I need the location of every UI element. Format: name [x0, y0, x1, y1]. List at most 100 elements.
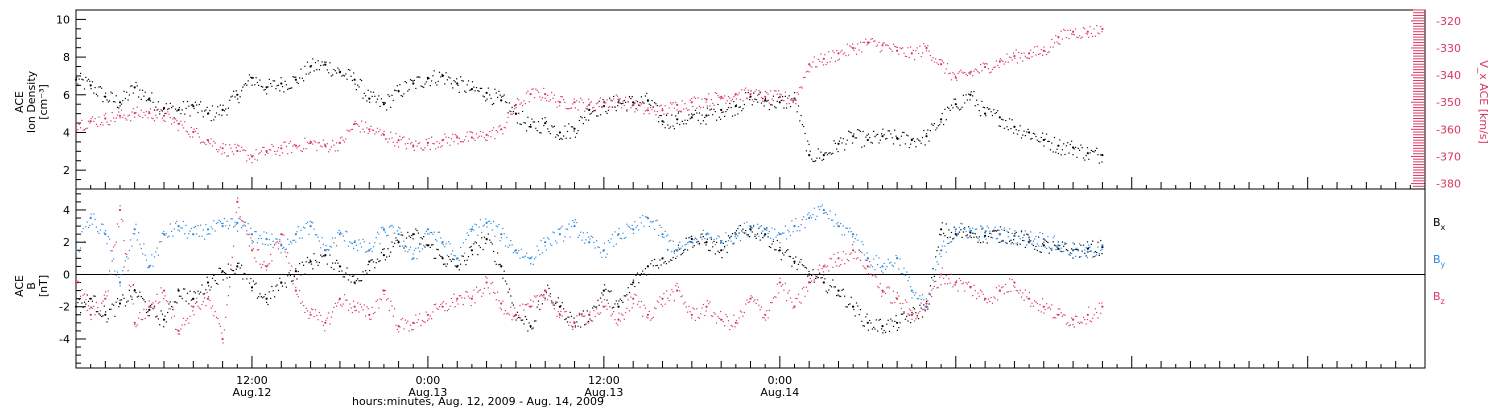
scatter-dot [767, 317, 769, 319]
scatter-dot [515, 314, 517, 316]
scatter-dot [1075, 146, 1077, 148]
scatter-dot [271, 260, 273, 262]
scatter-dot [727, 320, 730, 322]
scatter-dot [361, 79, 363, 82]
scatter-dot [239, 150, 241, 152]
scatter-dot [948, 229, 950, 231]
scatter-dot [1084, 159, 1086, 161]
scatter-dot [943, 62, 945, 64]
scatter-dot [647, 265, 649, 267]
scatter-dot [1001, 287, 1003, 289]
scatter-dot [263, 89, 265, 91]
scatter-dot [751, 296, 753, 298]
scatter-dot [679, 241, 681, 243]
scatter-dot [387, 94, 389, 96]
scatter-dot [689, 118, 691, 120]
scatter-dot [906, 271, 908, 273]
scatter-dot [956, 106, 958, 108]
scatter-dot [262, 86, 264, 88]
scatter-dot [527, 90, 529, 92]
scatter-dot [828, 152, 830, 154]
scatter-dot [358, 125, 360, 127]
scatter-dot [305, 222, 307, 225]
scatter-dot [256, 159, 258, 161]
scatter-dot [890, 133, 892, 135]
scatter-dot [234, 272, 236, 275]
scatter-dot [309, 259, 311, 261]
scatter-dot [225, 316, 227, 318]
scatter-dot [222, 342, 224, 344]
scatter-dot [782, 96, 784, 98]
scatter-dot [448, 76, 450, 78]
scatter-dot [1097, 317, 1099, 319]
scatter-dot [793, 305, 796, 307]
scatter-dot [919, 304, 921, 306]
scatter-dot [85, 226, 87, 228]
scatter-dot [960, 222, 962, 225]
scatter-dot [317, 264, 319, 266]
scatter-dot [456, 135, 458, 137]
data-point [822, 154, 825, 157]
scatter-dot [877, 330, 879, 332]
scatter-dot [326, 143, 328, 145]
scatter-dot [565, 107, 567, 109]
scatter-dot [990, 236, 992, 238]
scatter-dot [256, 242, 258, 244]
scatter-dot [730, 100, 732, 102]
scatter-dot [783, 289, 785, 291]
scatter-dot [944, 72, 946, 74]
data-point [162, 318, 166, 321]
scatter-dot [855, 258, 858, 260]
scatter-dot [419, 142, 421, 144]
scatter-dot [755, 89, 757, 91]
scatter-dot [611, 307, 613, 309]
scatter-dot [949, 109, 951, 111]
scatter-dot [1060, 250, 1062, 253]
scatter-dot [733, 101, 735, 103]
scatter-dot [1015, 231, 1017, 233]
scatter-dot [825, 290, 827, 292]
scatter-dot [702, 120, 704, 122]
scatter-dot [906, 315, 908, 318]
scatter-dot [881, 133, 883, 135]
scatter-dot [585, 107, 587, 109]
scatter-dot [127, 115, 129, 117]
scatter-dot [931, 123, 933, 125]
scatter-dot [758, 93, 760, 95]
scatter-dot [313, 228, 315, 230]
scatter-dot [322, 255, 324, 257]
scatter-dot [1039, 232, 1041, 234]
scatter-dot [198, 293, 200, 295]
scatter-dot [821, 61, 823, 63]
scatter-dot [87, 120, 90, 122]
scatter-dot [218, 323, 220, 325]
scatter-dot [109, 124, 111, 126]
scatter-dot [275, 238, 277, 240]
scatter-dot [708, 233, 710, 235]
scatter-dot [964, 228, 966, 231]
scatter-dot [735, 98, 737, 100]
x-tick-time-label: 12:00 [588, 374, 620, 387]
scatter-dot [1075, 248, 1077, 250]
scatter-dot [325, 146, 327, 148]
scatter-dot [625, 101, 627, 103]
scatter-dot [161, 232, 163, 234]
scatter-dot [621, 107, 623, 109]
scatter-dot [626, 110, 628, 112]
scatter-dot [1042, 243, 1044, 245]
scatter-dot [716, 322, 718, 324]
scatter-dot [427, 319, 429, 321]
scatter-dot [1022, 292, 1024, 294]
scatter-dot [580, 231, 582, 233]
scatter-dot [1026, 131, 1028, 133]
scatter-dot [625, 96, 627, 98]
scatter-dot [475, 242, 478, 244]
scatter-dot [98, 313, 100, 315]
scatter-dot [520, 248, 522, 250]
scatter-dot [520, 102, 522, 104]
scatter-dot [126, 91, 128, 93]
scatter-dot [432, 233, 434, 235]
scatter-dot [694, 109, 697, 111]
scatter-dot [481, 295, 483, 297]
scatter-dot [702, 106, 704, 108]
